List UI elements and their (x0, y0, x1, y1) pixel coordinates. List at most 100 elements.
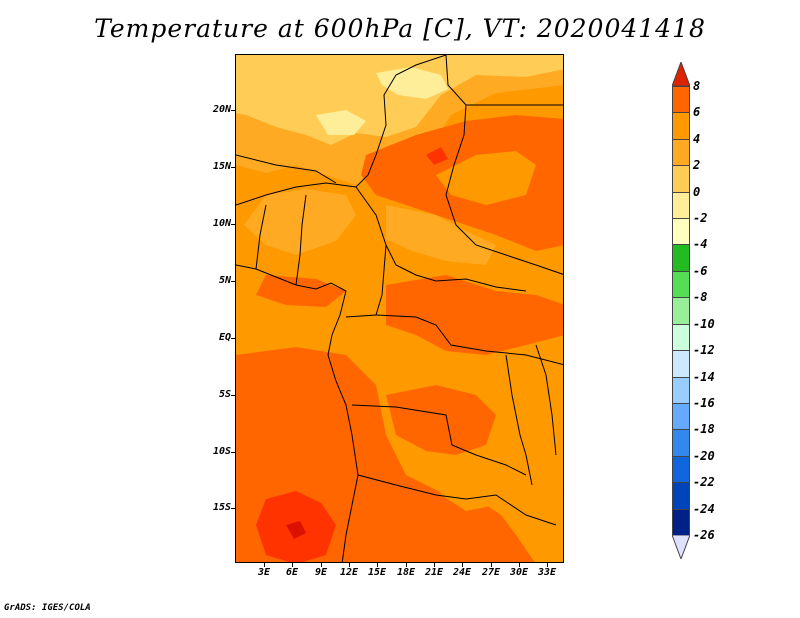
colorbar-box (672, 508, 690, 536)
lat-label: EQ (218, 332, 231, 343)
lon-label: 24E (452, 567, 472, 578)
lon-tick (491, 563, 492, 567)
border-lakes (535, 344, 557, 456)
lat-label: 5S (218, 389, 231, 400)
colorbar-box (672, 86, 690, 114)
colorbar-label: 0 (693, 184, 701, 199)
map-canvas (236, 55, 563, 562)
lon-tick (406, 563, 407, 567)
lon-label: 3E (257, 567, 271, 578)
colorbar-box (672, 323, 690, 352)
colorbar-box (672, 429, 690, 457)
field-west-band (244, 189, 356, 255)
lon-label: 12E (339, 567, 359, 578)
colorbar-bottom-arrow (672, 535, 690, 559)
field-angola-4c (386, 385, 496, 455)
lon-label: 33E (537, 567, 557, 578)
lat-label: 10N (212, 218, 231, 229)
lon-label: 9E (314, 567, 328, 578)
lat-tick (231, 281, 235, 282)
borders (236, 55, 563, 562)
lon-tick (462, 563, 463, 567)
colorbar-label: -20 (693, 448, 715, 463)
colorbar (672, 62, 690, 559)
colorbar-box (672, 244, 690, 272)
lon-label: 18E (396, 567, 416, 578)
lon-tick (547, 563, 548, 567)
lon-label: 21E (424, 567, 444, 578)
temperature-map (235, 54, 564, 563)
border-congo-north (375, 314, 563, 366)
colorbar-box (672, 350, 690, 378)
colorbar-label: 2 (693, 158, 701, 173)
field-gulf-4c (256, 275, 346, 307)
lon-tick (292, 563, 293, 567)
plot-title: Temperature at 600hPa [C], VT: 202004141… (94, 14, 706, 43)
grads-credit: GrADS: IGES/COLA (4, 603, 91, 613)
border-drc-angola (351, 404, 527, 476)
border-west-africa (255, 204, 267, 270)
lon-label: 30E (509, 567, 529, 578)
colorbar-box (672, 482, 690, 510)
colorbar-box (672, 112, 690, 140)
lat-tick (231, 167, 235, 168)
colorbar-top-arrow (672, 62, 690, 86)
colorbar-label: -24 (693, 501, 715, 516)
field-north-cool-patch (376, 67, 448, 99)
colorbar-label: -26 (693, 528, 715, 542)
lat-label: 15S (212, 502, 231, 513)
border-sahel (236, 154, 337, 184)
lat-tick (231, 224, 235, 225)
border-sudan (445, 104, 563, 275)
colorbar-label: -6 (693, 263, 708, 278)
lat-tick (231, 395, 235, 396)
colorbar-label: -16 (693, 395, 715, 410)
border-nigeria (295, 194, 307, 286)
lat-tick (231, 508, 235, 509)
lat-label: 15N (212, 161, 231, 172)
colorbar-box (672, 297, 690, 325)
lon-label: 6E (285, 567, 299, 578)
border-angola-south (357, 474, 557, 526)
lon-tick (349, 563, 350, 567)
lat-tick (231, 338, 235, 339)
border-cameroon (345, 244, 387, 318)
field-north-0c (236, 55, 563, 145)
colorbar-label: 4 (693, 131, 701, 146)
colorbar-label: -18 (693, 422, 715, 437)
colorbar-box (672, 455, 690, 484)
colorbar-label: -8 (693, 290, 708, 305)
colorbar-box (672, 138, 690, 167)
colorbar-label: -12 (693, 343, 715, 358)
field-hot-spot-north (426, 147, 448, 165)
lat-label: 20N (212, 104, 231, 115)
lon-tick (377, 563, 378, 567)
field-congo-4c (386, 275, 563, 355)
colorbar-box (672, 376, 690, 404)
border-north-west (236, 55, 447, 206)
border-libya-chad (445, 55, 563, 106)
lat-tick (231, 110, 235, 111)
colorbar-box (672, 218, 690, 246)
field-central-band (386, 205, 496, 265)
colorbar-box (672, 402, 690, 431)
field-north-cool-patch-2 (316, 110, 366, 135)
colorbar-label: -4 (693, 237, 708, 252)
field-hot-core-max (286, 521, 306, 539)
border-drc-east (505, 354, 533, 486)
colorbar-box (672, 191, 690, 220)
lon-tick (434, 563, 435, 567)
field-southeast (486, 485, 563, 562)
colorbar-box (672, 270, 690, 299)
lat-tick (231, 452, 235, 453)
coastline-west-central (327, 290, 359, 562)
lon-tick (264, 563, 265, 567)
border-chad-car (355, 186, 527, 292)
lat-label: 5N (218, 275, 231, 286)
colorbar-label: -2 (693, 211, 708, 226)
lon-label: 27E (481, 567, 501, 578)
colorbar-label: 8 (693, 79, 701, 93)
lon-tick (519, 563, 520, 567)
lon-label: 15E (367, 567, 387, 578)
field-sudan-pocket (436, 151, 536, 205)
